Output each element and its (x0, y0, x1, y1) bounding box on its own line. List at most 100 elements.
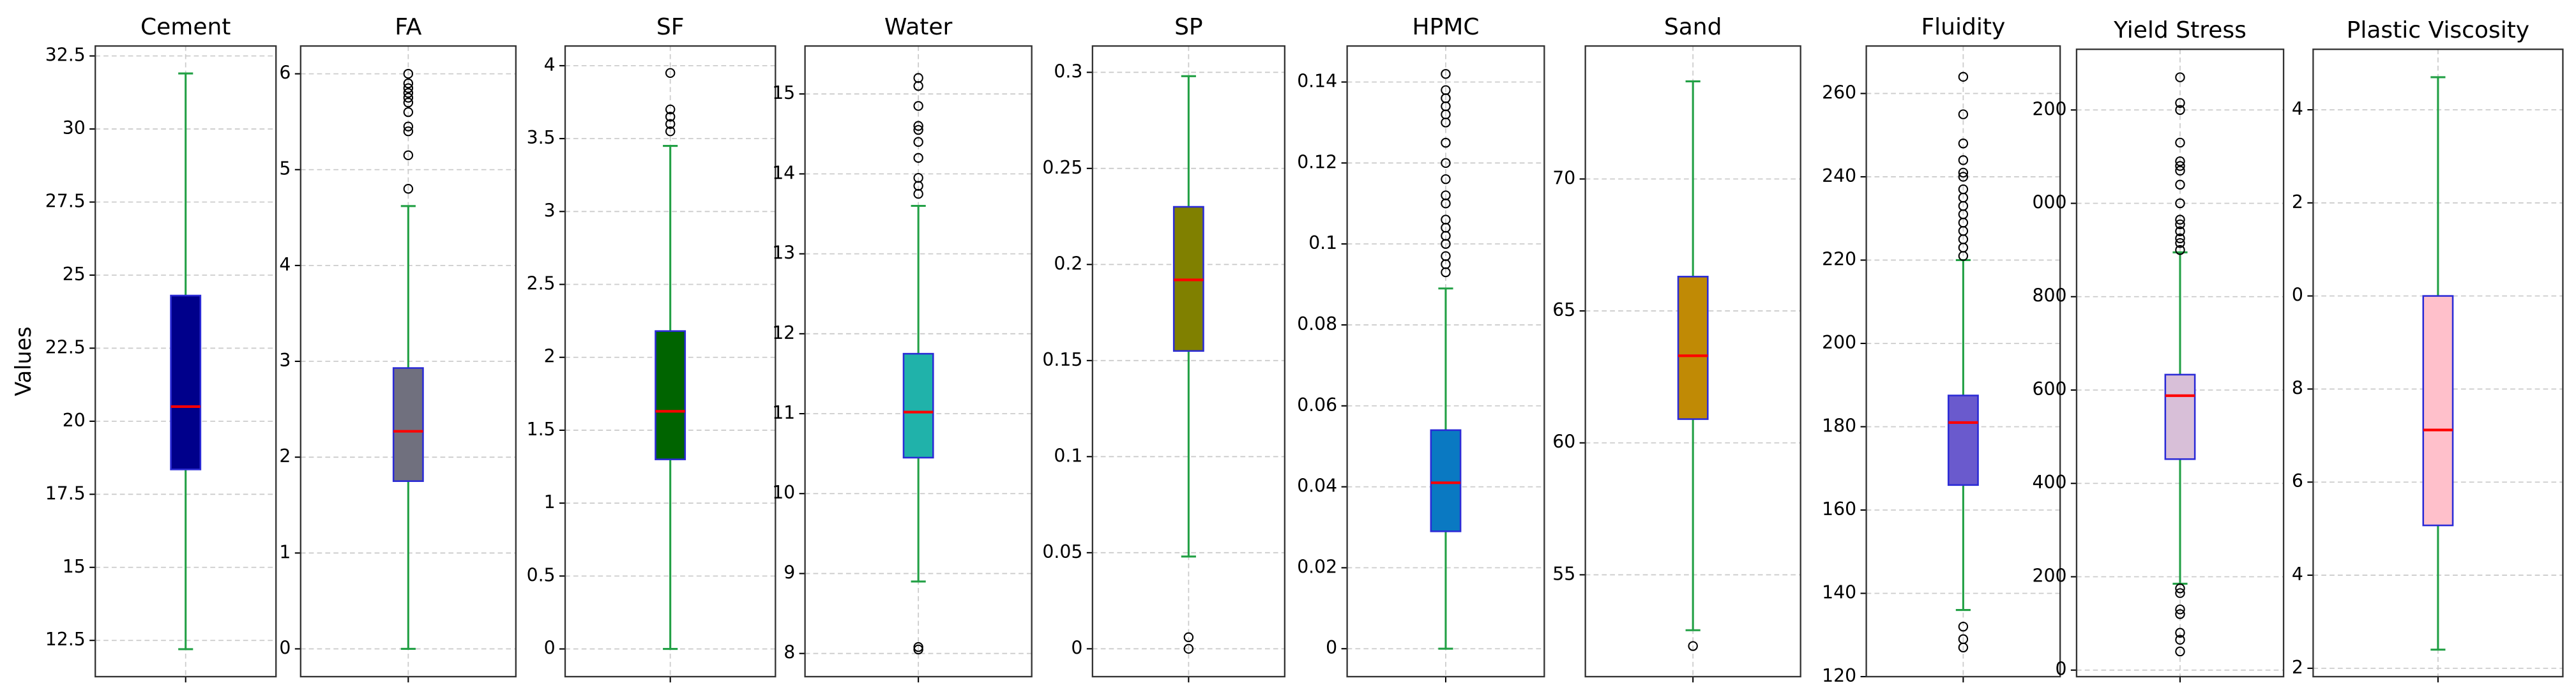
y-tick-label: 9 (784, 562, 795, 583)
outlier (403, 93, 414, 103)
panel-title: HPMC (1412, 14, 1479, 40)
panel-title: Yield Stress (2113, 17, 2246, 43)
y-tick-label: 0.08 (1297, 313, 1337, 334)
outlier (1441, 137, 1451, 148)
y-tick-label: 2.5 (527, 273, 556, 294)
y-tick-label: 0.25 (1042, 157, 1082, 178)
y-tick-label: 0 (2055, 659, 2066, 680)
y-tick-label: 2 (2292, 192, 2303, 213)
y-tick-label: 10 (772, 482, 795, 503)
box (1947, 395, 1979, 486)
y-tick-label: 0.3 (1054, 61, 1082, 82)
outlier (2175, 609, 2185, 619)
y-tick-label: 0.5 (527, 564, 556, 585)
outlier (1958, 155, 1969, 165)
y-tick-label: 22.5 (45, 336, 86, 357)
y-axis-label: Values (11, 326, 36, 396)
y-tick-label: 2 (279, 446, 291, 467)
outlier (403, 68, 414, 79)
outlier (2175, 156, 2185, 167)
outlier (1183, 632, 1194, 642)
outlier (913, 172, 923, 183)
box (2422, 295, 2454, 527)
y-tick-label: 2 (544, 346, 556, 367)
outlier (1958, 184, 1969, 195)
y-tick-label: 25 (63, 264, 86, 285)
outlier (2175, 635, 2185, 645)
y-tick-label: 0.12 (1297, 151, 1337, 172)
y-tick-label: 27.5 (45, 191, 86, 212)
outlier (665, 68, 676, 79)
y-tick-label: 17.5 (45, 483, 86, 504)
outlier (2175, 161, 2185, 171)
outlier (403, 107, 414, 117)
y-tick-label: 600 (2032, 379, 2066, 400)
outlier (2175, 588, 2185, 598)
box (392, 367, 424, 482)
panel-title: SP (1174, 14, 1203, 40)
y-tick-label: 800 (2032, 285, 2066, 306)
y-tick-label: 15 (772, 82, 795, 103)
outlier (913, 642, 923, 652)
outlier (403, 97, 414, 108)
axes-frame (1584, 45, 1801, 678)
y-tick-label: 4 (2292, 564, 2303, 585)
y-tick-label: 55 (1552, 563, 1575, 584)
y-tick-label: 200 (1822, 332, 1856, 353)
y-tick-label: 0.05 (1042, 541, 1082, 562)
outlier (1958, 167, 1969, 178)
outlier (403, 78, 414, 89)
box (902, 352, 934, 459)
y-tick-label: 0 (279, 637, 291, 658)
outlier (913, 124, 923, 135)
outlier (1958, 634, 1969, 644)
y-tick-label: 0.2 (1054, 253, 1082, 274)
outlier (1958, 172, 1969, 182)
panel-title: Plastic Viscosity (2347, 17, 2529, 43)
outlier (1958, 109, 1969, 119)
y-tick-label: 3 (544, 200, 556, 221)
axes-frame (1091, 45, 1286, 678)
y-tick-label: 400 (2032, 472, 2066, 493)
outlier (2175, 219, 2185, 230)
outlier (1958, 71, 1969, 82)
axes-frame (2075, 49, 2285, 678)
axes-frame (1346, 45, 1545, 678)
y-tick-label: 0.15 (1042, 349, 1082, 370)
axes-frame (95, 45, 277, 678)
y-tick-label: 000 (2032, 192, 2066, 213)
outlier (403, 126, 414, 137)
outlier (2175, 233, 2185, 244)
outlier (1441, 174, 1451, 184)
y-tick-label: 70 (1552, 167, 1575, 188)
y-tick-label: 32.5 (45, 45, 86, 66)
y-tick-label: 3.5 (527, 127, 556, 148)
outlier (2175, 214, 2185, 225)
box (1677, 276, 1709, 420)
outlier (913, 101, 923, 111)
outlier (403, 87, 414, 98)
outlier (2175, 244, 2185, 255)
outlier (1958, 139, 1969, 149)
outlier (1183, 643, 1194, 654)
outlier (665, 126, 676, 137)
outlier (1441, 158, 1451, 169)
y-tick-label: 0 (1326, 637, 1337, 658)
y-tick-label: 60 (1552, 432, 1575, 453)
y-tick-label: 220 (1822, 248, 1856, 269)
outlier (2175, 105, 2185, 115)
y-tick-label: 120 (1822, 665, 1856, 686)
y-tick-label: 2 (2292, 657, 2303, 678)
panel-title: Sand (1664, 14, 1722, 40)
outlier (2175, 72, 2185, 82)
outlier (665, 104, 676, 115)
axes-frame (804, 45, 1033, 678)
outlier (2175, 98, 2185, 109)
panel-title: Water (884, 14, 953, 40)
panel-title: Cement (140, 14, 231, 40)
y-tick-label: 15 (63, 556, 86, 577)
outlier (1441, 190, 1451, 200)
outlier (2175, 137, 2185, 148)
y-tick-label: 0.14 (1297, 70, 1337, 91)
